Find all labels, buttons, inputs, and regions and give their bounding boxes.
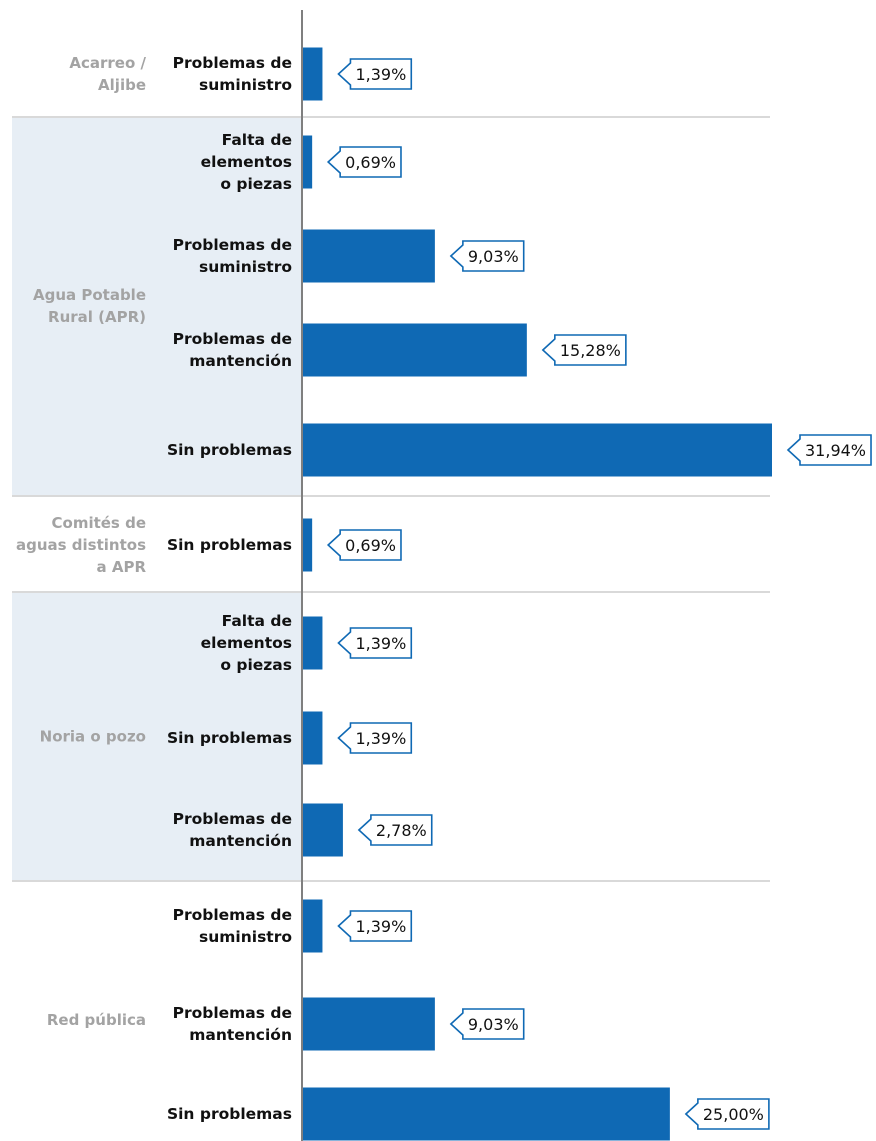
bar (302, 997, 435, 1051)
group-separators (12, 116, 770, 882)
group-label: Acarreo / Aljibe (69, 54, 146, 94)
bar (302, 616, 323, 670)
group-label: Noria o pozo (40, 728, 146, 746)
category-label: Problemas de mantención (173, 810, 292, 850)
data-label: 9,03% (468, 1015, 519, 1034)
data-label-callout (337, 722, 413, 754)
group-label: Comités de aguas distintos a APR (16, 514, 146, 576)
data-label-callout (449, 240, 525, 272)
group-band (12, 592, 302, 881)
category-label: Problemas de suministro (173, 236, 292, 276)
bar (302, 47, 323, 101)
group-band (12, 117, 302, 496)
data-label-callout (357, 814, 433, 846)
bar (302, 423, 772, 477)
data-label: 31,94% (805, 441, 866, 460)
category-label: Sin problemas (167, 441, 292, 459)
group-label: Red pública (47, 1011, 146, 1029)
value-callouts: 1,39% 0,69% 9,03% 15,28% 31,94% 0,69% 1,39% 1,3… (326, 58, 872, 1130)
bars (302, 47, 772, 1141)
bar (302, 323, 527, 377)
group-bands (12, 117, 302, 881)
category-label: Sin problemas (167, 1105, 292, 1123)
data-label: 0,69% (345, 153, 396, 172)
data-label-callout (541, 334, 627, 366)
category-label: Problemas de mantención (173, 1004, 292, 1044)
bar (302, 518, 313, 572)
data-label: 2,78% (376, 821, 427, 840)
data-label: 25,00% (703, 1105, 764, 1124)
bar (302, 135, 313, 189)
data-label: 1,39% (355, 634, 406, 653)
data-label: 1,39% (355, 729, 406, 748)
data-label-callout (337, 910, 413, 942)
group-labels: Acarreo / Aljibe Agua Potable Rural (APR) Co… (16, 54, 147, 1029)
category-label: Sin problemas (167, 536, 292, 554)
bar (302, 1087, 670, 1141)
category-label: Sin problemas (167, 729, 292, 747)
category-label: Falta de elementos o piezas (201, 131, 292, 193)
data-label: 1,39% (355, 65, 406, 84)
category-labels: Problemas de suministro Falta de elementos o… (167, 54, 292, 1123)
category-label: Problemas de suministro (173, 906, 292, 946)
data-label-callout (786, 434, 872, 466)
bar (302, 899, 323, 953)
data-label-callout (326, 529, 402, 561)
data-label-callout (449, 1008, 525, 1040)
bar (302, 803, 343, 857)
group-label: Agua Potable Rural (APR) (33, 286, 146, 326)
bar (302, 229, 435, 283)
data-label-callout (684, 1098, 770, 1130)
data-label: 15,28% (560, 341, 621, 360)
data-label-callout (326, 146, 402, 178)
bar (302, 711, 323, 765)
data-label: 1,39% (355, 917, 406, 936)
data-label-callout (337, 58, 413, 90)
category-label: Problemas de suministro (173, 54, 292, 94)
category-label: Problemas de mantención (173, 330, 292, 370)
category-label: Falta de elementos o piezas (201, 612, 292, 674)
data-label: 0,69% (345, 536, 396, 555)
data-label-callout (337, 627, 413, 659)
data-label: 9,03% (468, 247, 519, 266)
